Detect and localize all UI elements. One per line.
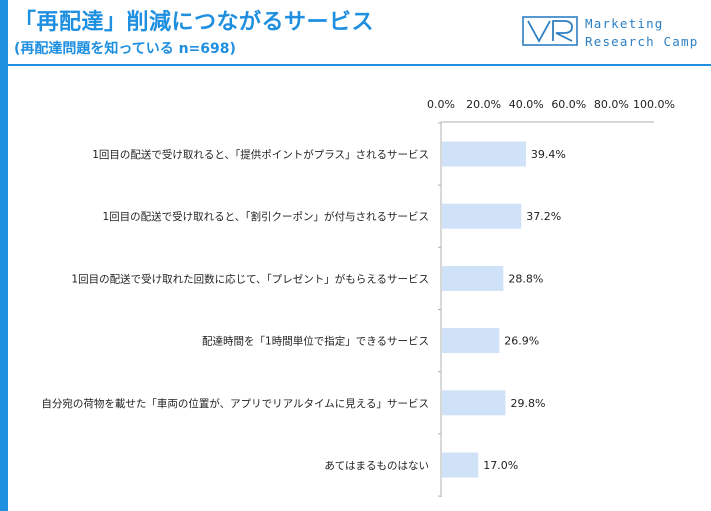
category-label: 1回目の配送で受け取れると、「割引クーポン」が付与されるサービス: [102, 210, 429, 223]
x-tick-label: 100.0%: [633, 98, 675, 111]
page-title: 「再配達」削減につながるサービス: [14, 10, 375, 35]
x-tick-label: 60.0%: [551, 98, 586, 111]
category-label: 1回目の配送で受け取れると、「提供ポイントがプラス」されるサービス: [92, 148, 429, 161]
value-label: 29.8%: [510, 397, 545, 410]
category-label: 1回目の配送で受け取れた回数に応じて、「プレゼント」がもらえるサービス: [71, 272, 429, 285]
x-tick-label: 80.0%: [594, 98, 629, 111]
page-subtitle: (再配達問題を知っている n=698): [14, 41, 236, 57]
brand-logo-line2: Research Camp: [585, 34, 699, 49]
value-label: 39.4%: [531, 148, 566, 161]
bar: [442, 328, 500, 354]
category-label: あてはまるものはない: [324, 460, 429, 472]
bar: [442, 203, 522, 229]
x-tick-label: 20.0%: [466, 98, 501, 111]
x-tick-label: 40.0%: [509, 98, 544, 111]
category-label: 自分宛の荷物を載せた「車両の位置が、アプリでリアルタイムに見える」サービス: [41, 397, 429, 410]
category-label: 配達時間を「1時間単位で指定」できるサービス: [202, 335, 429, 348]
brand-logo-icon: [522, 16, 578, 46]
header-divider: [8, 64, 711, 66]
value-label: 28.8%: [508, 272, 543, 285]
value-label: 26.9%: [504, 335, 539, 348]
accent-side-bar: [0, 0, 8, 511]
x-tick-label: 0.0%: [427, 98, 455, 111]
bar: [442, 390, 506, 416]
bar: [442, 141, 526, 167]
brand-logo-text: Marketing Research Camp: [585, 15, 698, 51]
bar: [442, 452, 479, 478]
value-label: 17.0%: [483, 459, 518, 472]
bar: [442, 265, 504, 291]
value-label: 37.2%: [526, 210, 561, 223]
brand-logo-line1: Marketing: [585, 16, 664, 31]
